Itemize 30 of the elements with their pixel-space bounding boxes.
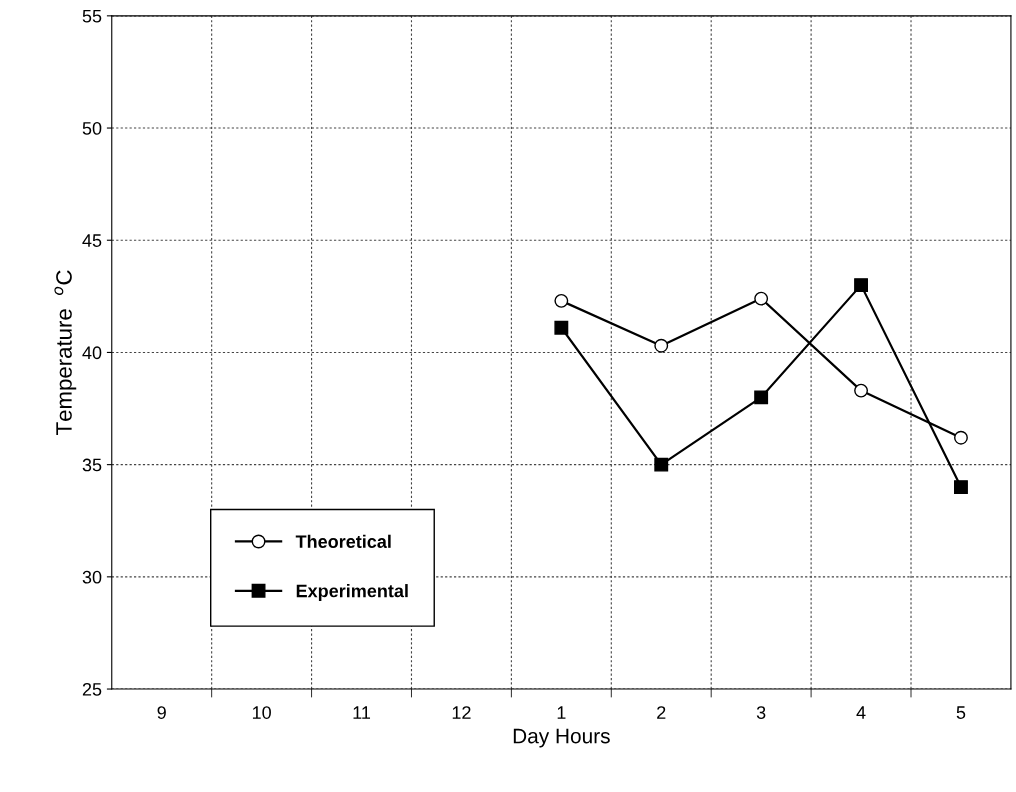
x-tick-label: 2	[657, 706, 666, 719]
legend-label: Experimental	[296, 584, 408, 601]
x-tick-label: 5	[956, 706, 966, 719]
y-tick-label: 25	[82, 682, 102, 696]
point	[954, 480, 968, 495]
point	[954, 430, 968, 445]
point	[654, 338, 669, 353]
point	[554, 293, 569, 308]
point	[654, 457, 669, 472]
x-tick-label: 10	[252, 706, 271, 719]
point	[554, 320, 569, 335]
x-tick-label: 4	[856, 706, 866, 719]
y-tick-label: 30	[82, 570, 102, 584]
y-axis-title: Temperature $^{o}$C	[54, 270, 77, 435]
y-tick-label: 55	[82, 9, 102, 23]
y-tick-label: 35	[82, 458, 102, 472]
point	[854, 278, 869, 293]
y-tick-label: 50	[82, 121, 102, 135]
y-tick-label: 40	[82, 346, 102, 360]
x-axis-title: Day Hours	[513, 728, 610, 748]
point	[754, 291, 769, 306]
point	[754, 390, 769, 405]
legend-label: Theoretical	[295, 534, 391, 548]
x-tick-label: 3	[756, 706, 766, 719]
point	[854, 383, 869, 398]
x-tick-label: 11	[353, 706, 371, 719]
x-tick-label: 9	[157, 706, 166, 719]
x-tick-label: 12	[452, 706, 471, 719]
y-tick-label: 45	[82, 234, 102, 247]
x-tick-label: 1	[557, 706, 566, 719]
